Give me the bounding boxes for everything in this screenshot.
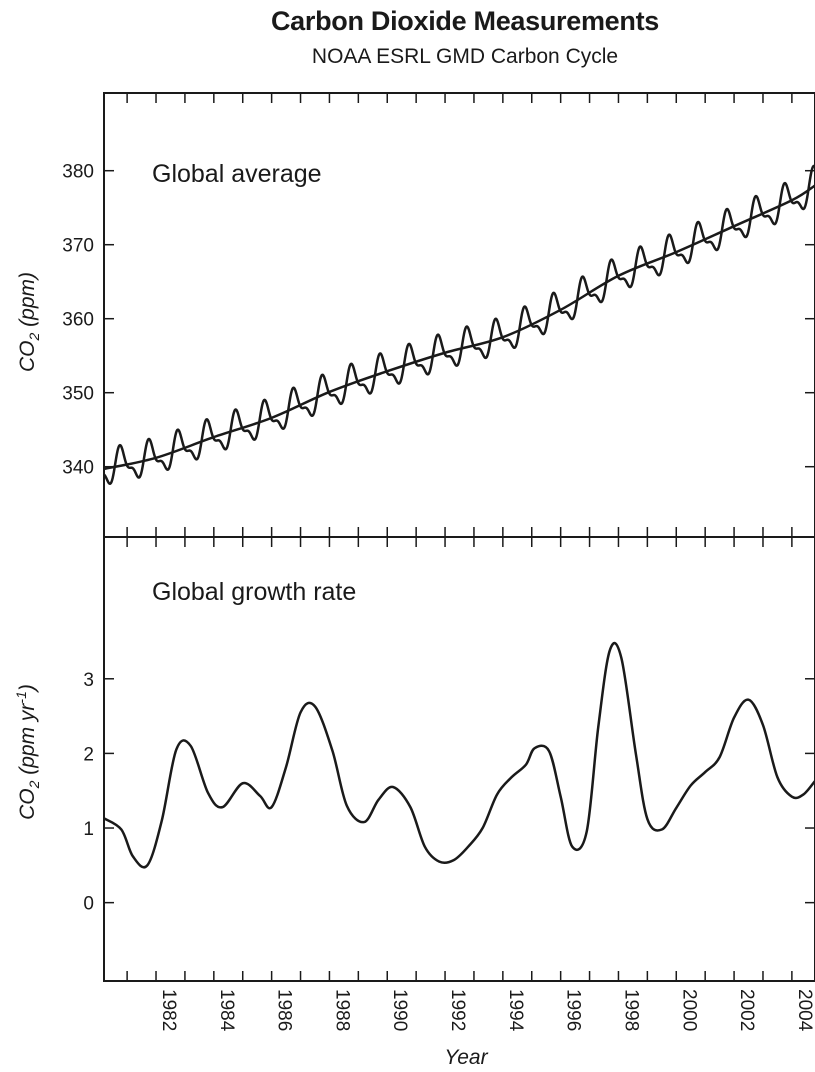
- y-tick-label: 2: [83, 744, 94, 765]
- y-tick-label: 380: [62, 162, 94, 183]
- x-tick-label: 1986: [274, 989, 295, 1031]
- y-tick-label: 1: [83, 819, 94, 840]
- chart-subtitle: NOAA ESRL GMD Carbon Cycle: [311, 45, 619, 68]
- y-tick-label: 350: [62, 384, 94, 405]
- y-axis-label-bottom: CO2 (ppm yr-1): [13, 684, 42, 820]
- x-tick-labels: 1982 1984 1986 1988 1990 1992 1994 1996 1998 2000…: [158, 989, 815, 1032]
- x-tick-label: 1982: [158, 989, 179, 1031]
- top-series: [103, 164, 815, 485]
- x-tick-label: 1984: [216, 989, 237, 1032]
- x-tick-label: 1998: [620, 989, 641, 1031]
- panel-global-average: 340 350 360 370 380 Global average CO2 (ppm): [16, 92, 815, 538]
- bottom-x-ticks: [126, 537, 793, 981]
- y-tick-label: 340: [62, 458, 94, 479]
- top-x-ticks: [126, 93, 793, 537]
- x-tick-label: 1990: [389, 989, 410, 1031]
- y-tick-label: 3: [83, 670, 94, 691]
- x-axis-label: Year: [444, 1046, 488, 1069]
- y-tick-label: 0: [83, 894, 94, 915]
- chart-title: Carbon Dioxide Measurements: [270, 6, 659, 36]
- seasonal-line: [103, 164, 815, 485]
- y-tick-label: 370: [62, 236, 94, 257]
- panel-label-global-growth-rate: Global growth rate: [152, 578, 356, 606]
- x-tick-label: 2004: [794, 989, 815, 1032]
- x-tick-label: 1992: [447, 989, 468, 1031]
- growth-rate-line: [103, 641, 815, 869]
- top-y-ticks: 340 350 360 370 380: [62, 162, 815, 479]
- trend-line: [103, 184, 815, 471]
- x-tick-label: 1994: [505, 989, 526, 1032]
- bottom-series: [103, 641, 815, 869]
- bottom-y-ticks: 0 1 2 3: [83, 670, 815, 915]
- panel-frame-bottom: [103, 536, 815, 982]
- panel-label-global-average: Global average: [152, 160, 322, 188]
- y-tick-label: 360: [62, 310, 94, 331]
- y-axis-label-top: CO2 (ppm): [16, 272, 42, 372]
- x-tick-label: 2000: [678, 989, 699, 1031]
- x-tick-label: 1988: [331, 989, 352, 1031]
- x-tick-label: 2002: [736, 989, 757, 1031]
- panel-global-growth-rate: 0 1 2 3 Global growth rate CO2 (ppm yr-1) 1…: [13, 536, 815, 1069]
- x-tick-label: 1996: [563, 989, 584, 1031]
